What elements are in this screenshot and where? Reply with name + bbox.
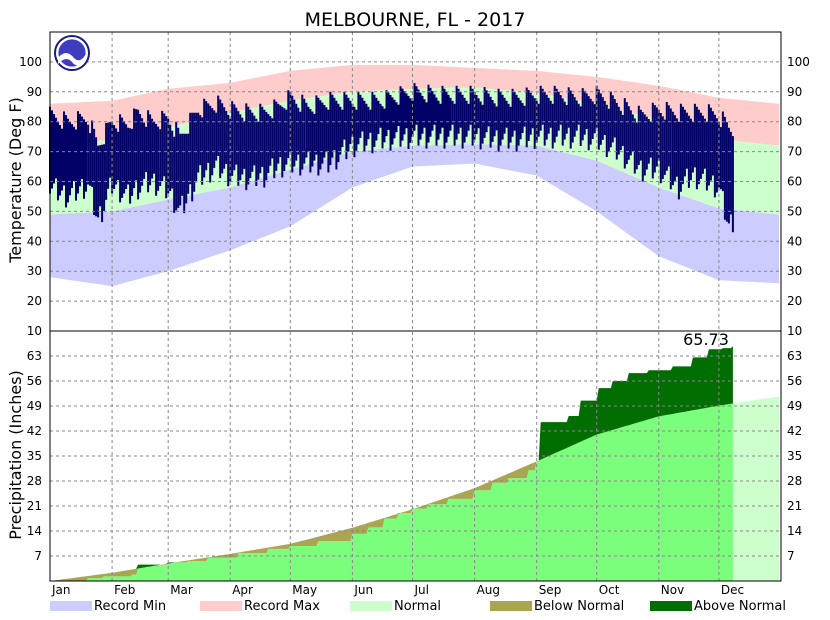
precipitation-plot (50, 346, 779, 581)
temp-tick-right: 40 (787, 234, 802, 248)
precip-tick-right: 35 (787, 449, 802, 463)
temp-tick-right: 60 (787, 175, 802, 189)
plot-border (49, 31, 782, 582)
legend-record-max: Record Max (244, 599, 320, 614)
temp-tick-right: 20 (787, 294, 802, 308)
noaa-logo (54, 35, 90, 71)
temp-tick-right: 90 (787, 85, 802, 99)
legend-swatch-above-normal (650, 601, 692, 611)
month-tick: Aug (477, 583, 500, 597)
temp-tick-left: 50 (27, 204, 42, 218)
precip-tick-right: 63 (787, 349, 802, 363)
month-tick: Dec (721, 583, 744, 597)
precip-tick-left: 14 (27, 524, 42, 538)
normal-precip-remaining (732, 396, 779, 581)
legend-record-min: Record Min (94, 599, 166, 614)
precip-tick-right: 42 (787, 424, 802, 438)
temp-tick-left: 40 (27, 234, 42, 248)
temp-tick-left: 100 (19, 55, 42, 69)
legend-normal: Normal (394, 599, 441, 614)
record-min-band (50, 144, 779, 287)
legend: Record Min Record Max Normal Below Norma… (50, 599, 786, 614)
temp-tick-right: 50 (787, 204, 802, 218)
temp-tick-left: 30 (27, 264, 42, 278)
precip-tick-right: 28 (787, 474, 802, 488)
temperature-axis-label: Temperature (Deg F) (6, 97, 25, 264)
month-tick: May (292, 583, 317, 597)
temp-tick-right: 80 (787, 115, 802, 129)
legend-below-normal: Below Normal (534, 599, 624, 614)
axis-ticks: 10 10 20 20 30 30 40 40 50 50 60 60 70 70 80 80 90 90 100 1… (19, 55, 810, 597)
month-tick: Apr (232, 583, 253, 597)
precip-tick-right: 21 (787, 499, 802, 513)
temp-tick-left: 20 (27, 294, 42, 308)
month-tick: Nov (661, 583, 684, 597)
precip-tick-left: 28 (27, 474, 42, 488)
precip-tick-left: 49 (27, 399, 42, 413)
temp-tick-left: 60 (27, 175, 42, 189)
record-max-band (50, 64, 779, 146)
temp-tick-right: 70 (787, 145, 802, 159)
temp-tick-right: 10 (787, 324, 802, 338)
legend-swatch-normal (350, 601, 392, 611)
precip-tick-left: 56 (27, 374, 42, 388)
legend-above-normal: Above Normal (694, 599, 786, 614)
precip-tick-right: 7 (787, 549, 795, 563)
temp-tick-left: 70 (27, 145, 42, 159)
month-tick: Sep (539, 583, 562, 597)
chart-title: MELBOURNE, FL - 2017 (305, 9, 526, 31)
grid-lines (50, 32, 781, 581)
temp-tick-left: 10 (27, 324, 42, 338)
precip-tick-right: 14 (787, 524, 802, 538)
precip-tick-right: 49 (787, 399, 802, 413)
observed-temperature-bars (49, 83, 734, 233)
legend-swatch-record-max (200, 601, 242, 611)
precip-tick-left: 63 (27, 349, 42, 363)
precip-tick-left: 42 (27, 424, 42, 438)
precip-tick-left: 7 (34, 549, 42, 563)
month-tick: Jan (51, 583, 71, 597)
month-tick: Mar (170, 583, 193, 597)
precipitation-total-label: 65.73 (683, 330, 729, 349)
temp-tick-left: 90 (27, 85, 42, 99)
legend-swatch-record-min (50, 601, 92, 611)
legend-swatch-below-normal (490, 601, 532, 611)
precip-tick-left: 35 (27, 449, 42, 463)
temperature-plot (49, 64, 779, 287)
observed-precip-area (50, 403, 733, 581)
month-tick: Jun (353, 583, 373, 597)
month-tick: Jul (414, 583, 429, 597)
precip-tick-left: 21 (27, 499, 42, 513)
temp-tick-right: 100 (787, 55, 810, 69)
temp-tick-left: 80 (27, 115, 42, 129)
temp-tick-right: 30 (787, 264, 802, 278)
precipitation-axis-label: Precipitation (Inches) (6, 370, 25, 540)
month-tick: Oct (599, 583, 620, 597)
month-tick: Feb (114, 583, 135, 597)
plot-frame (49, 31, 782, 582)
precip-tick-right: 56 (787, 374, 802, 388)
